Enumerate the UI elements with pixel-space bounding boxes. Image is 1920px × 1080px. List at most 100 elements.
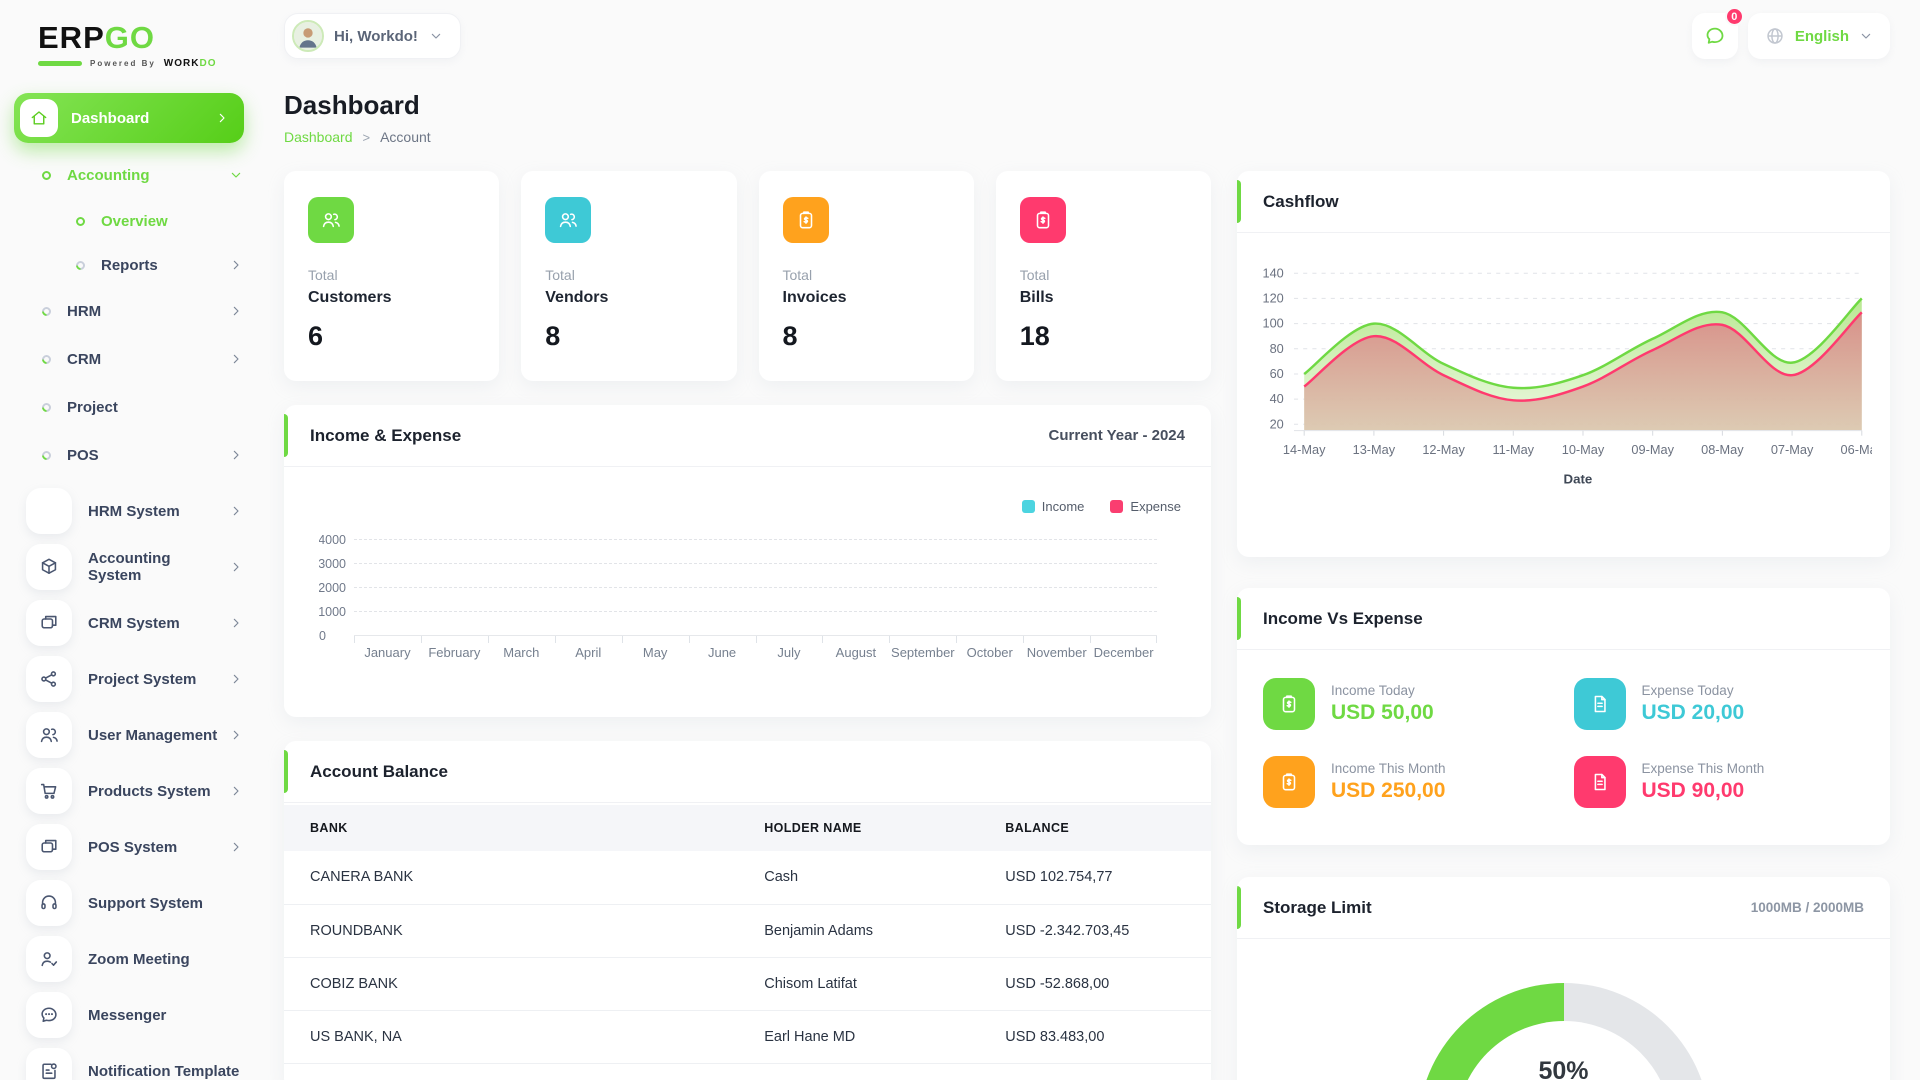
sidebar-subitem-reports[interactable]: Reports bbox=[14, 243, 262, 287]
balance-cell: USD 102.754,77 bbox=[979, 851, 1211, 905]
sidebar-item-label: HRM bbox=[67, 302, 102, 320]
sidebar-item-crm-system[interactable]: CRM System bbox=[14, 595, 262, 651]
chevron-right-icon bbox=[228, 671, 244, 687]
balance-cell: USD -2.342.703,45 bbox=[979, 904, 1211, 958]
sidebar: ERPGO Powered By WORKDO Dashboard Accoun… bbox=[0, 0, 262, 1080]
income-expense-card: Income & Expense Current Year - 2024 Inc… bbox=[284, 405, 1211, 717]
sidebar-subitem-label: Overview bbox=[101, 212, 168, 230]
svg-text:100: 100 bbox=[1262, 316, 1283, 331]
file-icon bbox=[1573, 756, 1626, 808]
chevron-down-icon bbox=[228, 167, 244, 183]
sidebar-item-crm[interactable]: CRM bbox=[14, 335, 262, 383]
ive-item-expense-this-month: Expense This Month USD 90,00 bbox=[1573, 756, 1865, 808]
sidebar-item-messenger[interactable]: Messenger bbox=[14, 987, 262, 1043]
clipboard-icon bbox=[782, 197, 829, 243]
notifications-button[interactable]: 0 bbox=[1691, 7, 1744, 59]
holder-cell: Earl Hane MD bbox=[738, 1010, 980, 1064]
sidebar-item-label: CRM System bbox=[88, 614, 180, 632]
chevron-right-icon bbox=[228, 351, 244, 367]
ive-value: USD 20,00 bbox=[1641, 701, 1745, 724]
svg-text:11-May: 11-May bbox=[1493, 442, 1535, 457]
main-area: Hi, Workdo! 0 English bbox=[262, 0, 1920, 1080]
sidebar-item-project[interactable]: Project bbox=[14, 383, 262, 431]
sidebar-item-user-management[interactable]: User Management bbox=[14, 707, 262, 763]
chevron-right-icon bbox=[214, 110, 230, 126]
legend-item-expense: Expense bbox=[1110, 499, 1181, 514]
x-axis-label: November bbox=[1023, 636, 1090, 660]
chevron-down-icon bbox=[1858, 28, 1874, 44]
sidebar-item-dashboard[interactable]: Dashboard bbox=[14, 93, 244, 143]
ive-texts: Expense Today USD 20,00 bbox=[1642, 683, 1745, 725]
sidebar-item-accounting[interactable]: Accounting bbox=[14, 151, 262, 199]
svg-text:10-May: 10-May bbox=[1562, 442, 1605, 457]
sidebar-item-hrm[interactable]: HRM bbox=[14, 287, 262, 335]
svg-text:06-May: 06-May bbox=[1841, 442, 1872, 457]
bank-cell: CANERA BANK bbox=[284, 851, 739, 905]
bars-layer bbox=[354, 540, 1157, 636]
stat-value: 18 bbox=[1019, 321, 1050, 351]
breadcrumb-dashboard-link[interactable]: Dashboard bbox=[284, 129, 353, 145]
income-vs-expense-header: Income Vs Expense bbox=[1237, 588, 1890, 650]
account-balance-header: Account Balance bbox=[284, 741, 1211, 803]
stat-cards: Total Customers 6 Total Vendors 8 Total Invoice… bbox=[284, 171, 1211, 381]
y-axis-label: 0 bbox=[319, 629, 326, 643]
sidebar-item-hrm-system[interactable]: HRM System bbox=[14, 483, 262, 539]
svg-text:120: 120 bbox=[1262, 291, 1283, 306]
notification-badge: 0 bbox=[1724, 7, 1744, 26]
brand-logo[interactable]: ERPGO Powered By WORKDO bbox=[38, 20, 262, 69]
svg-text:80: 80 bbox=[1270, 341, 1284, 356]
svg-text:07-May: 07-May bbox=[1771, 442, 1814, 457]
right-column: Cashflow 20 40 60 80 100 120 140 14-May 13-May 12… bbox=[1237, 171, 1890, 1080]
income-expense-title: Income & Expense bbox=[310, 425, 462, 445]
sidebar-item-label: Project System bbox=[88, 670, 197, 688]
balance-cell: USD -52.868,00 bbox=[979, 957, 1211, 1011]
stat-value: 6 bbox=[308, 321, 324, 351]
bank-cell: US BANK, NA bbox=[284, 1010, 739, 1064]
breadcrumb-current: Account bbox=[380, 129, 431, 145]
headset-icon bbox=[26, 880, 72, 926]
gridline bbox=[354, 611, 1157, 612]
cart-icon bbox=[26, 768, 72, 814]
sidebar-item-project-system[interactable]: Project System bbox=[14, 651, 262, 707]
globe-icon bbox=[1764, 25, 1786, 47]
bullet-icon bbox=[74, 214, 87, 228]
sidebar-item-accounting-system[interactable]: Accounting System bbox=[14, 539, 262, 595]
stat-card-customers: Total Customers 6 bbox=[284, 171, 500, 381]
sidebar-dashboard-label: Dashboard bbox=[71, 109, 150, 127]
sidebar-item-label: CRM bbox=[67, 350, 102, 368]
ive-value: USD 90,00 bbox=[1641, 779, 1745, 802]
chevron-right-icon bbox=[228, 615, 244, 631]
balance-cell: USD 83.483,00 bbox=[979, 1010, 1211, 1064]
income-vs-expense-title: Income Vs Expense bbox=[1263, 608, 1423, 628]
sidebar-subitem-overview[interactable]: Overview bbox=[14, 199, 262, 243]
brand-powered-by: Powered By WORKDO bbox=[38, 58, 262, 69]
gridline bbox=[354, 587, 1157, 588]
sidebar-item-label: Accounting bbox=[67, 166, 150, 184]
chevron-right-icon bbox=[228, 727, 244, 743]
sidebar-item-products-system[interactable]: Products System bbox=[14, 763, 262, 819]
sidebar-item-support-system[interactable]: Support System bbox=[14, 875, 262, 931]
content: Dashboard Dashboard > Account Total Custo… bbox=[284, 72, 1890, 1080]
cube-icon bbox=[26, 544, 72, 590]
bullet-icon bbox=[40, 448, 53, 462]
legend-item-income: Income bbox=[1021, 499, 1084, 514]
svg-text:40: 40 bbox=[1270, 391, 1284, 406]
sidebar-item-notification-template[interactable]: Notification Template bbox=[14, 1043, 262, 1080]
x-axis-label: June bbox=[688, 636, 756, 660]
sidebar-item-label: User Management bbox=[88, 726, 218, 744]
column-header: HOLDER NAME bbox=[764, 821, 862, 835]
chat-icon bbox=[26, 992, 72, 1038]
sidebar-item-pos[interactable]: POS bbox=[14, 431, 262, 479]
chevron-right-icon bbox=[228, 559, 244, 575]
user-menu[interactable]: Hi, Workdo! bbox=[284, 13, 461, 59]
cashflow-chart: 20 40 60 80 100 120 140 14-May 13-May 12-May 11-Ma… bbox=[1237, 233, 1890, 509]
bank-cell: ROUNDBANK bbox=[284, 904, 739, 958]
cashflow-svg: 20 40 60 80 100 120 140 14-May 13-May 12-May 11-Ma… bbox=[1262, 265, 1883, 487]
language-selector[interactable]: English bbox=[1747, 13, 1890, 59]
clipboard-icon bbox=[1019, 197, 1066, 243]
chevron-right-icon bbox=[228, 783, 244, 799]
sidebar-item-pos-system[interactable]: POS System bbox=[14, 819, 262, 875]
svg-text:Date: Date bbox=[1563, 472, 1592, 487]
sidebar-item-zoom-meeting[interactable]: Zoom Meeting bbox=[14, 931, 262, 987]
sidebar-menu: Accounting Overview Reports HRM CRM Project PO… bbox=[14, 151, 262, 479]
